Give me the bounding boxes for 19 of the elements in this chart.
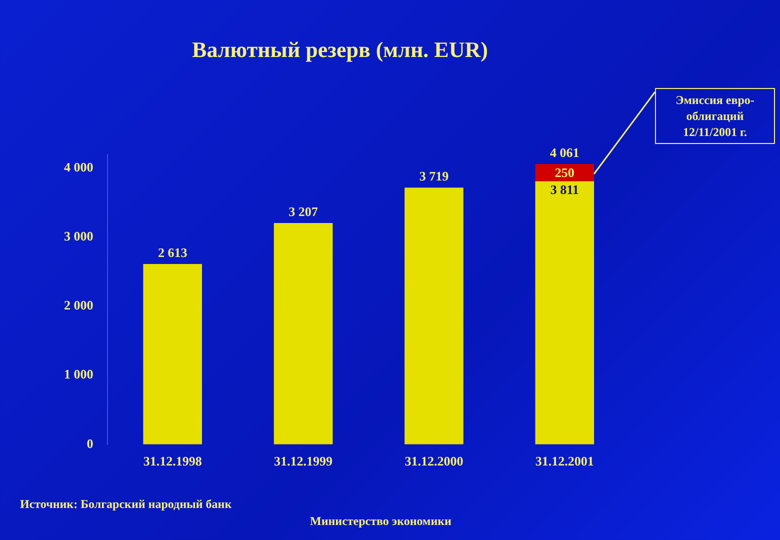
text: Эмиссия евро-облигаций 12/11/2001 г. [655, 88, 775, 144]
data-label: 3 811 [550, 182, 579, 198]
y-tick-label: 4 000 [64, 160, 94, 175]
chart-title: Валютный резерв (млн. EUR) [192, 36, 488, 62]
y-tick-label: 2 000 [64, 298, 94, 313]
x-tick-label: 31.12.2001 [535, 454, 594, 469]
data-label: 2 613 [158, 244, 188, 260]
total-label: 4 061 [550, 144, 580, 160]
y-tick-label: 0 [86, 436, 94, 451]
x-tick-label: 31.12.1998 [143, 454, 202, 469]
y-tick-label: 3 000 [64, 228, 94, 244]
text: Источник: Болгарский народный банк [20, 497, 232, 512]
x-tick-label: 31.12.1999 [274, 454, 334, 469]
x-tick-label: 31.12.2000 [404, 454, 464, 469]
data-label: 250 [554, 164, 574, 180]
y-tick-label: 1 000 [64, 366, 94, 382]
data-label: 3 719 [419, 168, 450, 184]
text: Министерство экономики [310, 514, 452, 529]
data-label: 3 207 [288, 204, 318, 219]
